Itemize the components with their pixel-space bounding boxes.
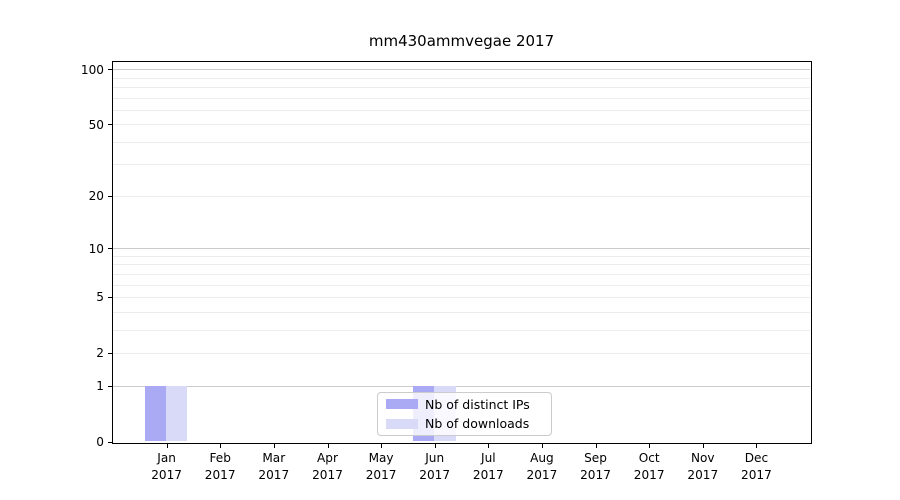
chart-title: mm430ammvegae 2017: [368, 32, 555, 50]
gridline-minor: [112, 296, 810, 298]
legend-swatch-downloads: [386, 418, 418, 429]
y-axis-tick: [107, 248, 112, 249]
gridline-minor: [112, 273, 810, 275]
gridline-minor: [112, 141, 810, 143]
y-axis-tick: [107, 124, 112, 126]
x-axis-tick: [702, 443, 704, 448]
x-axis-tick: [488, 443, 490, 448]
x-tick-label: Jan 2017: [151, 451, 182, 482]
legend-label: Nb of distinct IPs: [425, 396, 530, 412]
gridline-minor: [112, 264, 810, 266]
y-tick-label: 20: [88, 189, 104, 204]
x-axis-tick: [434, 443, 436, 448]
x-tick-label: Mar 2017: [258, 451, 290, 482]
y-tick-label: 0: [96, 435, 104, 449]
x-axis-tick: [273, 443, 275, 448]
gridline-minor: [112, 195, 810, 197]
gridline-minor: [112, 284, 810, 286]
gridline-minor: [112, 109, 810, 111]
gridline-minor: [112, 311, 810, 313]
x-tick-label: Oct 2017: [633, 451, 665, 482]
y-tick-label: 100: [80, 62, 104, 77]
x-axis-tick: [649, 443, 651, 448]
y-axis-tick: [107, 69, 112, 71]
x-tick-label: May 2017: [365, 451, 397, 482]
y-axis-tick: [107, 296, 112, 298]
legend-label: Nb of downloads: [425, 416, 530, 432]
x-axis-tick: [327, 443, 329, 448]
gridline-major: [112, 69, 810, 71]
gridline-minor: [112, 164, 810, 166]
gridline-minor: [112, 86, 810, 88]
x-tick-label: Jul 2017: [472, 451, 504, 482]
plot-area: [111, 60, 812, 444]
y-tick-label: 1: [96, 379, 104, 394]
x-tick-label: Dec 2017: [741, 451, 772, 482]
legend: Nb of distinct IPs Nb of downloads: [377, 392, 552, 436]
gridline-minor: [112, 97, 810, 99]
gridline-minor: [112, 352, 810, 354]
gridline-major: [112, 385, 810, 387]
x-tick-label: Nov 2017: [687, 451, 719, 482]
legend-item: Nb of downloads: [384, 416, 545, 433]
gridline-major: [112, 248, 810, 249]
x-axis-tick: [756, 443, 758, 448]
x-axis-tick: [220, 443, 222, 448]
x-axis-tick: [166, 443, 168, 448]
y-tick-label: 5: [96, 290, 104, 305]
gridline-minor: [112, 255, 810, 257]
gridline-minor: [112, 77, 810, 79]
x-tick-label: Apr 2017: [312, 451, 343, 482]
y-tick-label: 50: [88, 117, 104, 132]
bar-nb-of-downloads-jan: [166, 385, 188, 442]
y-tick-label: 2: [96, 346, 104, 361]
y-axis-tick: [107, 441, 112, 443]
y-axis-tick: [107, 195, 112, 197]
x-tick-label: Jun 2017: [419, 451, 451, 482]
x-axis-tick: [541, 443, 543, 448]
y-axis-tick: [107, 385, 112, 387]
legend-item: Nb of distinct IPs: [384, 396, 545, 413]
gridline-minor: [112, 124, 810, 126]
x-axis-tick: [595, 443, 597, 448]
y-axis-tick: [107, 352, 112, 354]
legend-swatch-distinct-ips: [386, 399, 418, 410]
x-tick-label: Aug 2017: [526, 451, 558, 482]
x-axis-tick: [381, 443, 383, 448]
gridline-minor: [112, 329, 810, 331]
bar-nb-of-distinct-ips-jan: [144, 385, 167, 442]
x-tick-label: Sep 2017: [580, 451, 611, 482]
x-tick-label: Feb 2017: [204, 451, 236, 482]
y-tick-label: 10: [88, 241, 104, 256]
